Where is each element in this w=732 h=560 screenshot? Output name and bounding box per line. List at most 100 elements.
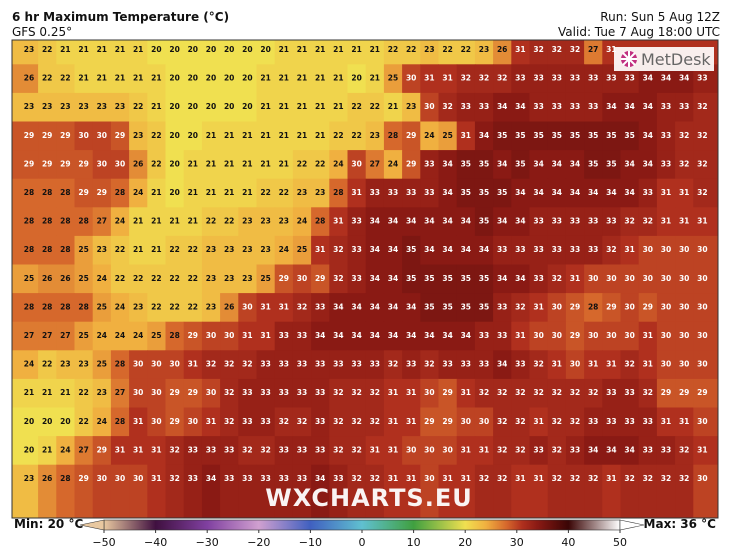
temperature-value: 29 [78, 474, 88, 483]
temperature-cell [220, 121, 239, 151]
temperature-cell [12, 464, 39, 519]
temperature-value: 33 [370, 188, 380, 197]
temperature-cell [256, 178, 276, 208]
temperature-cell [92, 407, 112, 437]
temperature-cell [110, 436, 130, 466]
temperature-cell [383, 378, 403, 408]
temperature-value: 21 [351, 45, 361, 54]
temperature-cell [74, 407, 94, 437]
temperature-value: 21 [151, 74, 161, 83]
temperature-value: 24 [60, 445, 70, 454]
temperature-cell [456, 407, 476, 437]
temperature-value: 21 [370, 74, 380, 83]
temperature-cell [329, 264, 348, 294]
temperature-cell [620, 378, 640, 408]
temperature-value: 30 [570, 360, 580, 369]
temperature-cell [365, 235, 385, 265]
temperature-value: 35 [442, 302, 452, 311]
temperature-cell [238, 207, 257, 237]
temperature-cell [565, 92, 585, 122]
temperature-cell [402, 293, 421, 323]
temperature-cell [12, 40, 39, 65]
temperature-value: 33 [333, 360, 343, 369]
temperature-value: 30 [661, 245, 671, 254]
temperature-cell [165, 178, 185, 208]
temperature-value: 31 [588, 360, 598, 369]
temperature-value: 35 [515, 131, 525, 140]
temperature-cell [329, 235, 348, 265]
temperature-value: 34 [624, 102, 634, 111]
temperature-cell [201, 436, 221, 466]
temperature-value: 33 [297, 474, 307, 483]
temperature-value: 34 [315, 331, 325, 340]
temperature-cell [547, 321, 567, 351]
temperature-cell [12, 121, 39, 151]
temperature-value: 21 [297, 102, 307, 111]
colorbar-tick-label: 10 [407, 536, 421, 549]
temperature-value: 30 [97, 131, 107, 140]
temperature-cell [365, 178, 385, 208]
temperature-value: 32 [333, 445, 343, 454]
watermark: WXCHARTS.EU [265, 484, 472, 512]
temperature-value: 31 [661, 188, 671, 197]
temperature-cell [656, 378, 676, 408]
temperature-cell [129, 407, 148, 437]
temperature-cell [329, 92, 348, 122]
temperature-value: 30 [351, 159, 361, 168]
temperature-value: 21 [97, 45, 107, 54]
temperature-value: 35 [461, 274, 471, 283]
temperature-cell [438, 150, 458, 180]
temperature-cell [74, 464, 94, 519]
temperature-cell [402, 178, 421, 208]
temperature-cell [220, 207, 239, 237]
temperature-value: 34 [461, 245, 471, 254]
temperature-value: 30 [606, 331, 616, 340]
temperature-value: 32 [279, 417, 289, 426]
temperature-value: 21 [315, 102, 325, 111]
temperature-cell [383, 92, 403, 122]
temperature-cell [438, 321, 458, 351]
temperature-cell [456, 264, 476, 294]
temperature-value: 31 [206, 417, 216, 426]
temperature-value: 32 [588, 388, 598, 397]
temperature-value: 33 [351, 360, 361, 369]
temperature-value: 32 [679, 131, 689, 140]
temperature-cell [38, 293, 57, 323]
temperature-value: 23 [97, 102, 107, 111]
temperature-value: 33 [315, 417, 325, 426]
temperature-cell [12, 378, 39, 408]
temperature-value: 29 [424, 417, 434, 426]
temperature-value: 30 [697, 474, 707, 483]
temperature-value: 32 [697, 159, 707, 168]
temperature-value: 22 [351, 131, 361, 140]
temperature-cell [529, 350, 549, 380]
temperature-value: 23 [206, 245, 216, 254]
temperature-cell [347, 150, 367, 180]
temperature-cell [38, 407, 57, 437]
temperature-value: 30 [169, 360, 179, 369]
temperature-cell [165, 264, 185, 294]
temperature-value: 24 [97, 417, 107, 426]
temperature-value: 31 [461, 445, 471, 454]
temperature-cell [584, 121, 603, 151]
temperature-cell [165, 464, 185, 519]
temperature-cell [383, 235, 403, 265]
temperature-cell [147, 178, 166, 208]
temperature-value: 30 [661, 331, 671, 340]
temperature-cell [693, 121, 719, 151]
colorbar-tick-label: −10 [299, 536, 322, 549]
temperature-value: 34 [552, 188, 562, 197]
temperature-value: 32 [224, 360, 234, 369]
temperature-cell [584, 293, 603, 323]
temperature-value: 33 [679, 102, 689, 111]
temperature-cell [311, 407, 330, 437]
temperature-value: 28 [24, 302, 34, 311]
temperature-cell [474, 207, 494, 237]
temperature-value: 34 [533, 159, 543, 168]
temperature-value: 33 [315, 445, 325, 454]
colorbar-body [103, 519, 621, 531]
temperature-cell [438, 264, 458, 294]
temperature-value: 33 [260, 388, 270, 397]
temperature-value: 34 [424, 217, 434, 226]
temperature-value: 33 [533, 445, 543, 454]
